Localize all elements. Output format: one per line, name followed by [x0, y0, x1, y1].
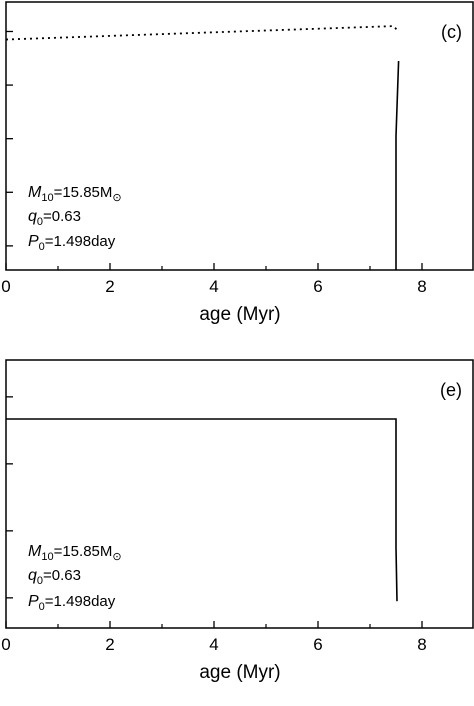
x-tick-label: 2: [105, 635, 114, 654]
chart-panel-1: 0 2 4 6 8 age (Myr) (e) M10=15.85M⊙ q0=0.63 P0=1.…: [1, 359, 474, 683]
annotation-1: q0=0.63: [28, 208, 81, 228]
x-tick-label: 0: [1, 635, 10, 654]
x-tick-label: 6: [313, 635, 322, 654]
x-tick-label: 0: [1, 277, 10, 296]
annotation-1: q0=0.63: [28, 567, 81, 587]
x-tick-label: 8: [417, 635, 426, 654]
annotation-2: P0=1.498day: [28, 233, 116, 253]
panel-label: (c): [441, 22, 462, 42]
x-tick-label: 2: [105, 277, 114, 296]
series-line-1: [395, 60, 400, 270]
annotation-0: M10=15.85M⊙: [28, 184, 122, 204]
x-axis-label: age (Myr): [199, 304, 280, 325]
panel-label: (e): [440, 380, 462, 400]
chart-panel-0: 0 2 4 6 8 age (Myr) (c) M10=15.85M⊙ q0=0.63 P0=1.…: [1, 1, 474, 325]
x-tick-label: 4: [209, 277, 218, 296]
plot-frame: [5, 359, 474, 629]
x-tick-label: 8: [417, 277, 426, 296]
x-tick-label: 4: [209, 635, 218, 654]
plot-frame: [5, 1, 474, 271]
x-axis-label: age (Myr): [199, 662, 280, 683]
annotation-2: P0=1.498day: [28, 593, 116, 613]
series-line-0: [6, 418, 398, 602]
x-tick-label: 6: [313, 277, 322, 296]
series-line-0: [5, 25, 400, 41]
annotation-0: M10=15.85M⊙: [28, 543, 122, 563]
